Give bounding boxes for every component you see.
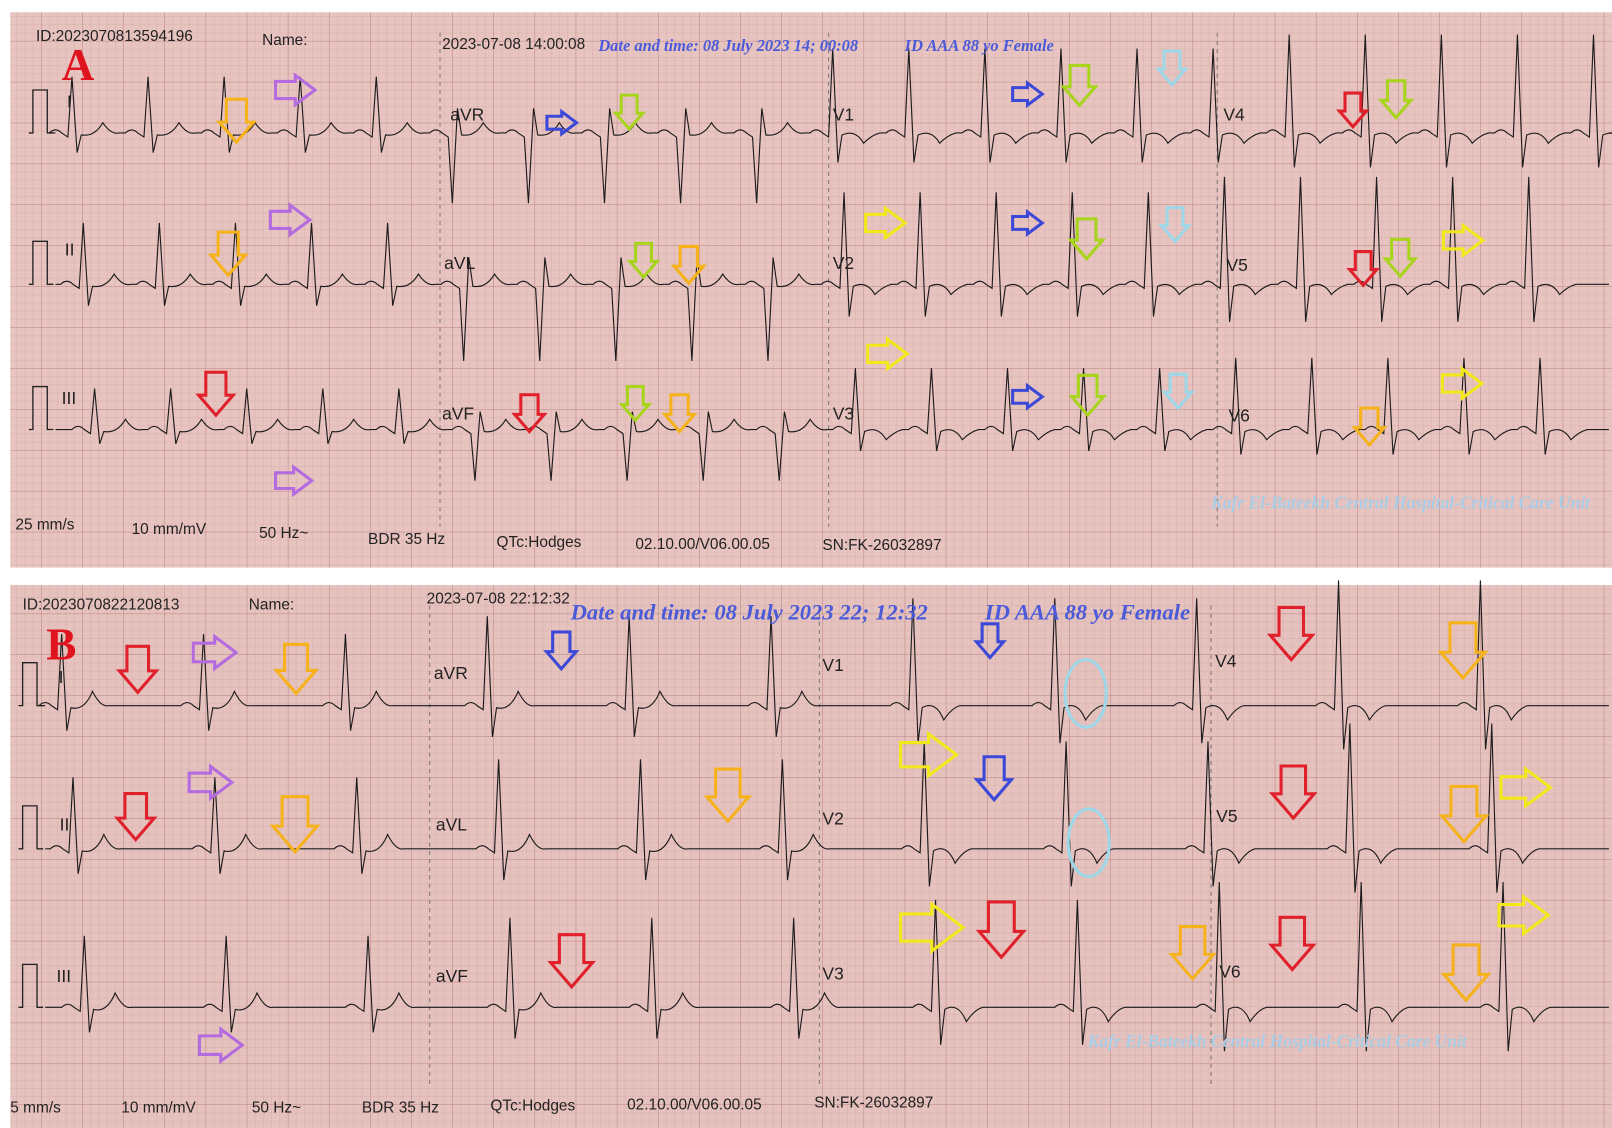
lead-label: II <box>60 814 70 834</box>
lead-label: V1 <box>833 105 854 125</box>
watermark: Kafr El-Bateekh Central Hospital-Critica… <box>1210 492 1591 512</box>
panel-label: A <box>62 40 95 90</box>
lead-label: aVF <box>442 403 474 423</box>
header-annotation-date: Date and time: 08 July 2023 22; 12:32 <box>570 600 928 625</box>
lead-label: aVL <box>444 253 475 273</box>
watermark: Kafr El-Bateekh Central Hospital-Critica… <box>1087 1031 1468 1051</box>
footer-text: SN:FK-26032897 <box>822 537 941 554</box>
lead-label: V4 <box>1223 105 1245 125</box>
footer-text: SN:FK-26032897 <box>814 1095 933 1112</box>
lead-label: III <box>62 388 77 408</box>
header-name: Name: <box>262 32 307 49</box>
ecg-figure: AID:2023070813594196 Name: 2023-07-08 14:0… <box>0 0 1612 1128</box>
lead-label: V6 <box>1229 405 1250 425</box>
header-timestamp: 2023-07-08 22:12:32 <box>427 590 570 607</box>
panel-label: B <box>46 620 76 670</box>
lead-label: aVL <box>436 814 467 834</box>
header-annotation-patient: ID AAA 88 yo Female <box>984 600 1190 625</box>
lead-label: V4 <box>1215 651 1237 671</box>
footer-text: QTc:Hodges <box>497 534 582 551</box>
lead-label: V2 <box>822 808 843 828</box>
lead-label: I <box>67 91 72 111</box>
footer-text: 50 Hz~ <box>259 525 308 542</box>
lead-label: V2 <box>833 253 854 273</box>
lead-label: V6 <box>1219 962 1240 982</box>
lead-label: V5 <box>1226 255 1247 275</box>
header-annotation-patient: ID AAA 88 yo Female <box>904 36 1054 55</box>
footer-text: 5 mm/s <box>10 1100 61 1117</box>
footer-text: 10 mm/mV <box>121 1100 196 1117</box>
header-timestamp: 2023-07-08 14:00:08 <box>442 36 585 53</box>
footer-text: BDR 35 Hz <box>368 531 445 548</box>
lead-label: V5 <box>1216 806 1237 826</box>
footer-text: 10 mm/mV <box>132 521 207 538</box>
lead-label: I <box>59 667 64 687</box>
lead-label: II <box>65 240 75 260</box>
header-id: ID:2023070822120813 <box>23 597 180 614</box>
grid-a <box>10 12 1612 567</box>
header-name: Name: <box>249 597 294 614</box>
footer-text: 02.10.00/V06.00.05 <box>635 536 770 553</box>
header-id: ID:2023070813594196 <box>36 28 193 45</box>
lead-label: V3 <box>833 403 854 423</box>
footer-text: 25 mm/s <box>15 517 74 534</box>
lead-label: III <box>57 966 72 986</box>
lead-label: V1 <box>822 655 843 675</box>
lead-label: aVR <box>434 663 468 683</box>
lead-label: aVF <box>436 966 468 986</box>
footer-text: 50 Hz~ <box>252 1100 301 1117</box>
footer-text: 02.10.00/V06.00.05 <box>627 1097 762 1114</box>
footer-text: BDR 35 Hz <box>362 1100 439 1117</box>
header-annotation-date: Date and time: 08 July 2023 14; 00:08 <box>597 36 858 55</box>
footer-text: QTc:Hodges <box>490 1098 575 1115</box>
lead-label: V3 <box>822 964 843 984</box>
lead-label: aVR <box>450 105 484 125</box>
